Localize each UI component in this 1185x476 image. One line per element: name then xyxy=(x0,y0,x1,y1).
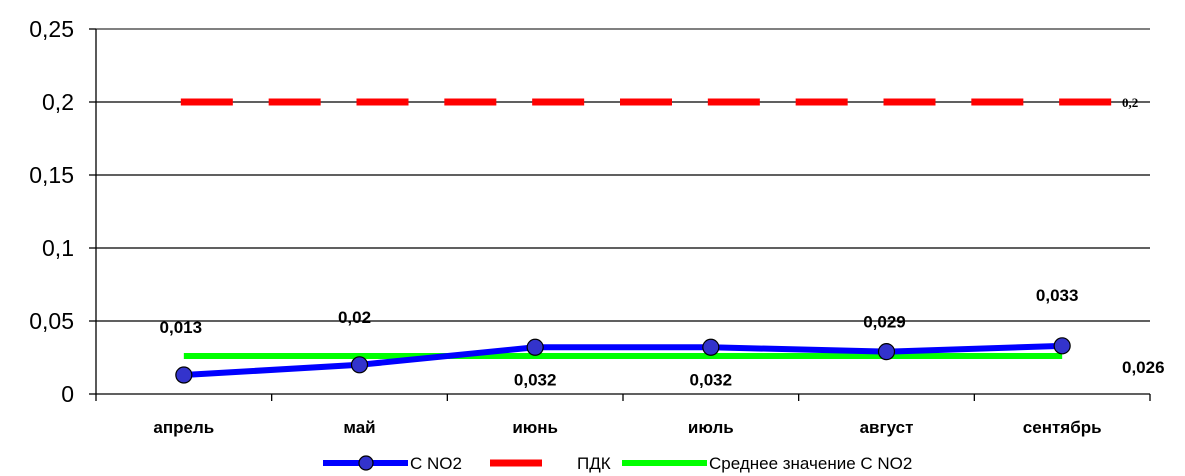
y-tick-label: 0,25 xyxy=(29,16,74,42)
no2-point xyxy=(702,338,720,356)
average-end-label: 0,026 xyxy=(1122,358,1165,377)
no2-data-label: 0,013 xyxy=(160,318,203,337)
x-tick-label: июнь xyxy=(512,418,558,437)
no2-point xyxy=(526,338,544,356)
y-tick-labels: 0 0,05 0,1 0,15 0,2 0,25 xyxy=(29,16,74,407)
legend-pdk-label: ПДК xyxy=(577,454,611,473)
no2-point xyxy=(175,366,193,384)
no2-data-label: 0,02 xyxy=(338,308,371,327)
no2-data-label: 0,033 xyxy=(1036,286,1079,305)
legend-no2-marker xyxy=(358,455,374,471)
data-labels: 0,2 0,026 0,013 0,02 0,032 0,032 0,029 0,033 xyxy=(160,95,1165,389)
no2-line xyxy=(183,342,1063,379)
legend: С NO2 ПДК Среднее значение С NO2 xyxy=(323,454,912,473)
no2-data-label: 0,032 xyxy=(690,370,733,389)
series-lines xyxy=(180,98,1112,379)
y-tick-label: 0,15 xyxy=(29,162,74,188)
no2-data-label: 0,029 xyxy=(863,313,906,332)
gridlines xyxy=(96,28,1150,322)
x-tick-label: август xyxy=(860,418,914,437)
x-tick-label: сентябрь xyxy=(1023,418,1102,437)
y-tick-label: 0,1 xyxy=(42,235,74,261)
x-tick-label: апрель xyxy=(153,418,214,437)
no2-point xyxy=(1053,337,1071,355)
legend-no2-label: С NO2 xyxy=(410,454,462,473)
x-tick-labels: апрель май июнь июль август сентябрь xyxy=(153,418,1101,437)
data-points xyxy=(175,337,1071,384)
no2-point xyxy=(350,356,369,374)
legend-average-label: Среднее значение С NO2 xyxy=(709,454,912,473)
y-tick-label: 0 xyxy=(61,381,74,407)
y-tick-label: 0,05 xyxy=(29,308,74,334)
y-tick-label: 0,2 xyxy=(42,89,74,115)
axes xyxy=(89,28,1151,401)
pdk-end-label: 0,2 xyxy=(1122,95,1138,110)
x-tick-label: июль xyxy=(688,418,734,437)
no2-data-label: 0,032 xyxy=(514,370,557,389)
x-tick-label: май xyxy=(343,418,375,437)
no2-point xyxy=(877,343,896,361)
